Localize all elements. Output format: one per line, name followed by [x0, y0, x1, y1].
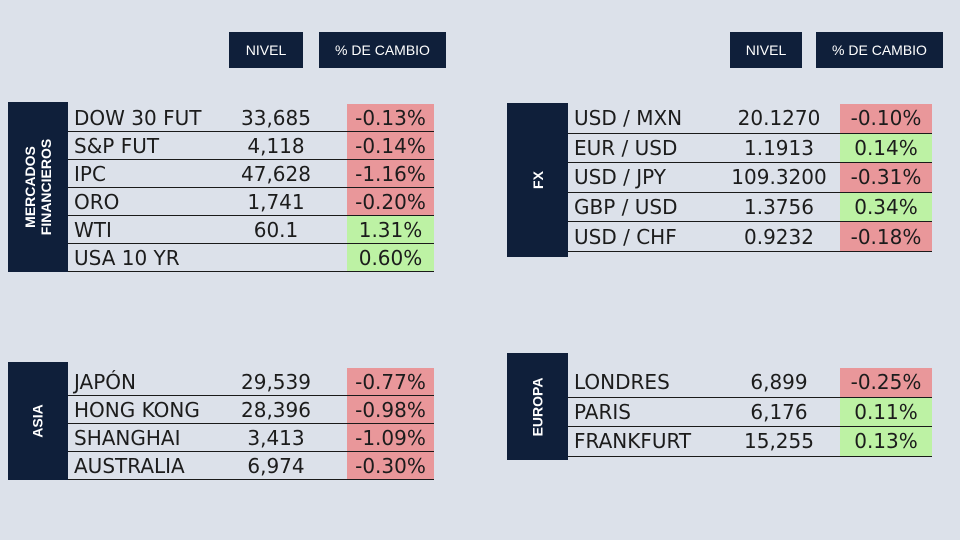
header-nivel-right: NIVEL	[730, 32, 802, 68]
section-title-mercados: MERCADOS FINANCIEROS	[22, 138, 55, 236]
level-value: 33,685	[241, 105, 311, 130]
table-row: USD / MXN 20.1270 -0.10%	[568, 104, 932, 134]
instrument-name: USD / JPY	[574, 165, 666, 190]
section-title-asia: ASIA	[29, 404, 46, 438]
change-value: -0.25%	[840, 368, 932, 397]
change-value: -0.18%	[840, 222, 932, 251]
table-row: EUR / USD 1.1913 0.14%	[568, 133, 932, 164]
instrument-name: HONG KONG	[74, 397, 200, 422]
level-value: 0.9232	[744, 224, 814, 249]
instrument-name: EUR / USD	[574, 135, 678, 160]
table-row: SHANGHAI 3,413 -1.09%	[68, 424, 434, 452]
level-value: 1.1913	[744, 135, 814, 160]
table-row: HONG KONG 28,396 -0.98%	[68, 396, 434, 424]
section-label-asia: ASIA	[8, 362, 68, 480]
change-value: 0.11%	[840, 397, 932, 427]
level-value: 6,899	[750, 370, 808, 395]
instrument-name: DOW 30 FUT	[74, 105, 202, 130]
table-row: PARIS 6,176 0.11%	[568, 397, 932, 428]
level-value: 29,539	[241, 369, 311, 394]
level-value: 109.3200	[731, 165, 827, 190]
table-fx: USD / MXN 20.1270 -0.10% EUR / USD 1.1913 0.1…	[568, 104, 932, 252]
instrument-name: WTI	[74, 217, 112, 242]
change-value: 0.34%	[840, 192, 932, 222]
level-value: 1.3756	[744, 195, 814, 220]
instrument-name: SHANGHAI	[74, 425, 181, 450]
change-value: -1.16%	[347, 160, 434, 187]
table-row: IPC 47,628 -1.16%	[68, 160, 434, 188]
header-nivel-left: NIVEL	[229, 32, 303, 68]
table-row: WTI 60.1 1.31%	[68, 216, 434, 244]
change-value: 1.31%	[347, 216, 434, 243]
instrument-name: USA 10 YR	[74, 245, 180, 270]
instrument-name: USD / CHF	[574, 224, 677, 249]
table-mercados: DOW 30 FUT 33,685 -0.13% S&P FUT 4,118 -0.14%…	[68, 104, 434, 272]
level-value: 47,628	[241, 161, 311, 186]
level-value: 15,255	[744, 429, 814, 454]
instrument-name: ORO	[74, 189, 120, 214]
instrument-name: LONDRES	[574, 370, 670, 395]
table-row: USD / CHF 0.9232 -0.18%	[568, 222, 932, 252]
section-title-fx: FX	[529, 171, 546, 189]
section-label-mercados: MERCADOS FINANCIEROS	[8, 102, 68, 272]
level-value: 20.1270	[737, 106, 821, 131]
table-row: ORO 1,741 -0.20%	[68, 188, 434, 216]
change-value: -0.30%	[347, 452, 434, 479]
change-value: 0.14%	[840, 133, 932, 163]
table-row: FRANKFURT 15,255 0.13%	[568, 427, 932, 457]
table-row: LONDRES 6,899 -0.25%	[568, 368, 932, 398]
table-row: DOW 30 FUT 33,685 -0.13%	[68, 104, 434, 132]
instrument-name: JAPÓN	[74, 369, 136, 394]
level-value: 60.1	[253, 217, 299, 242]
level-value: 4,118	[247, 133, 305, 158]
change-value: -0.10%	[840, 104, 932, 133]
change-value: -0.13%	[347, 104, 434, 131]
level-value	[228, 244, 324, 271]
change-value: -0.98%	[347, 396, 434, 423]
table-row: S&P FUT 4,118 -0.14%	[68, 132, 434, 160]
level-value: 3,413	[247, 425, 305, 450]
table-row: GBP / USD 1.3756 0.34%	[568, 192, 932, 223]
section-label-fx: FX	[507, 103, 568, 257]
instrument-name: GBP / USD	[574, 195, 678, 220]
table-row: USA 10 YR 0.60%	[68, 244, 434, 272]
level-value: 1,741	[247, 189, 305, 214]
change-value: 0.60%	[347, 244, 434, 271]
section-title-europa: EUROPA	[529, 377, 546, 436]
table-asia: JAPÓN 29,539 -0.77% HONG KONG 28,396 -0.98% SH…	[68, 368, 434, 480]
table-row: JAPÓN 29,539 -0.77%	[68, 368, 434, 396]
table-row: USD / JPY 109.3200 -0.31%	[568, 163, 932, 193]
table-row: AUSTRALIA 6,974 -0.30%	[68, 452, 434, 480]
instrument-name: AUSTRALIA	[74, 453, 185, 478]
instrument-name: S&P FUT	[74, 133, 160, 158]
table-europa: LONDRES 6,899 -0.25% PARIS 6,176 0.11% FRANKFU…	[568, 368, 932, 457]
level-value: 28,396	[241, 397, 311, 422]
level-value: 6,974	[247, 453, 305, 478]
level-value: 6,176	[750, 399, 808, 424]
change-value: 0.13%	[840, 427, 932, 456]
change-value: -1.09%	[347, 424, 434, 451]
instrument-name: IPC	[74, 161, 106, 186]
instrument-name: FRANKFURT	[574, 429, 692, 454]
section-label-europa: EUROPA	[507, 353, 568, 460]
header-cambio-right: % DE CAMBIO	[816, 32, 943, 68]
change-value: -0.77%	[347, 368, 434, 395]
instrument-name: PARIS	[574, 399, 631, 424]
change-value: -0.31%	[840, 163, 932, 192]
instrument-name: USD / MXN	[574, 106, 683, 131]
change-value: -0.14%	[347, 132, 434, 159]
header-cambio-left: % DE CAMBIO	[319, 32, 446, 68]
change-value: -0.20%	[347, 188, 434, 215]
